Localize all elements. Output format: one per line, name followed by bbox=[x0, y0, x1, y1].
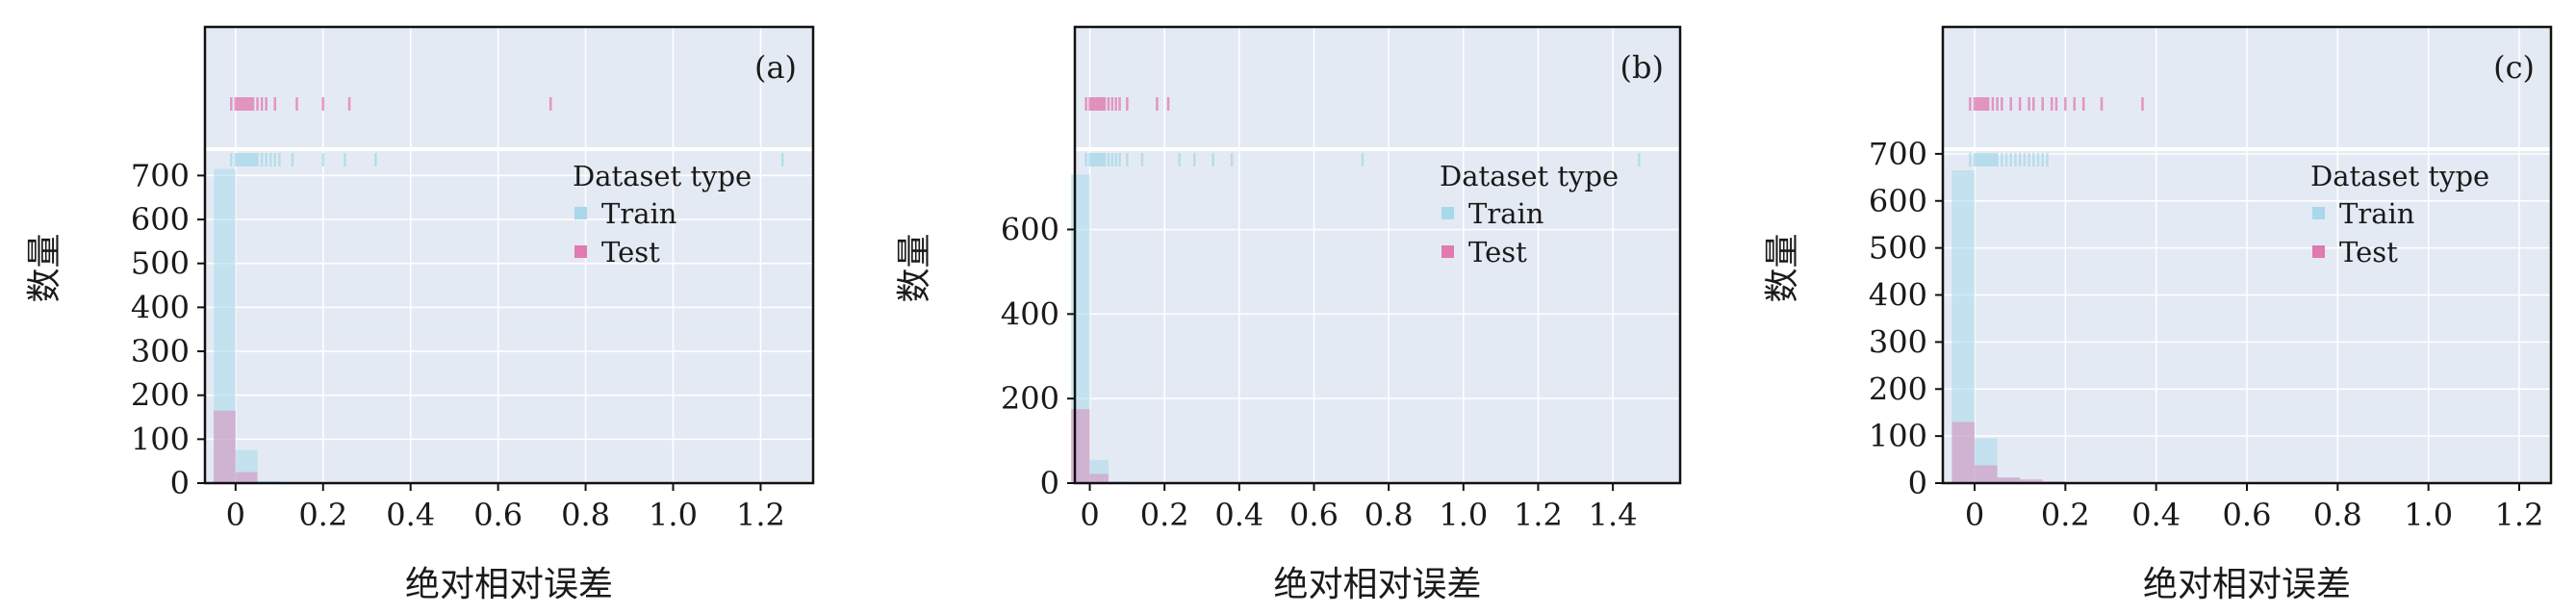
x-tick-label: 0.6 bbox=[2223, 497, 2272, 533]
y-tick-label: 300 bbox=[131, 333, 190, 370]
x-tick-label: 1.2 bbox=[1514, 497, 1563, 533]
histogram-bar-train bbox=[235, 449, 258, 483]
legend-swatch-train bbox=[574, 207, 587, 219]
x-tick-label: 0.8 bbox=[2313, 497, 2362, 533]
plot-background bbox=[205, 149, 813, 483]
histogram-bar-test bbox=[1089, 473, 1109, 483]
panel-label: (a) bbox=[754, 49, 797, 86]
chart-panel: 0 0.2 0.4 0.6 0.8 1.0 1.2 0 100 200 300 400 500 600 70… bbox=[25, 25, 815, 604]
histogram-bar-test bbox=[1997, 477, 2021, 483]
panel-frame bbox=[1073, 25, 1682, 485]
x-tick-label: 1.0 bbox=[649, 497, 698, 533]
y-tick-label: 200 bbox=[1869, 371, 1927, 407]
y-tick-label: 500 bbox=[1869, 230, 1927, 267]
x-tick-label: 0.4 bbox=[2131, 497, 2181, 533]
y-tick-label: 300 bbox=[1869, 323, 1927, 360]
y-tick-label: 100 bbox=[131, 421, 190, 457]
legend-swatch-test bbox=[574, 245, 587, 258]
y-tick-label: 200 bbox=[131, 377, 190, 414]
legend-label-test: Test bbox=[2339, 236, 2398, 269]
x-tick-label: 0.2 bbox=[1140, 497, 1189, 533]
histogram-bar-test bbox=[214, 410, 236, 483]
x-tick-label: 0 bbox=[226, 497, 245, 533]
x-axis-title: 绝对相对误差 bbox=[2143, 565, 2351, 604]
y-tick-label: 0 bbox=[170, 465, 190, 501]
y-tick-label: 100 bbox=[1869, 418, 1927, 454]
chart-panel: 0 0.2 0.4 0.6 0.8 1.0 1.2 1.4 0 200 400 600 绝对相对误差 数量… bbox=[895, 25, 1682, 604]
y-tick-label: 600 bbox=[131, 201, 190, 238]
y-tick-label: 0 bbox=[1040, 465, 1059, 501]
legend-swatch-train bbox=[2312, 207, 2325, 219]
x-tick-label: 0 bbox=[1080, 497, 1099, 533]
histogram-bar-train bbox=[1089, 459, 1109, 483]
y-tick-label: 400 bbox=[1869, 277, 1927, 314]
y-tick-label: 700 bbox=[1869, 136, 1927, 172]
chart-panel: 0 0.2 0.4 0.6 0.8 1.0 1.2 0 100 200 300 400 500 600 70… bbox=[1763, 25, 2553, 604]
x-tick-label: 0.2 bbox=[298, 497, 347, 533]
x-tick-label: 1.2 bbox=[2495, 497, 2544, 533]
x-tick-label: 1.4 bbox=[1589, 497, 1638, 533]
histogram-bar-test bbox=[1975, 465, 1998, 483]
histogram-bar-train bbox=[214, 168, 236, 483]
x-tick-label: 0.4 bbox=[1214, 497, 1263, 533]
y-tick-label: 400 bbox=[1001, 295, 1059, 332]
panel-frame bbox=[203, 25, 815, 485]
y-tick-label: 0 bbox=[1908, 465, 1927, 501]
y-axis-title: 数量 bbox=[1763, 233, 1802, 302]
x-axis-title: 绝对相对误差 bbox=[405, 565, 613, 604]
x-tick-label: 1.0 bbox=[2404, 497, 2453, 533]
x-tick-label: 0.8 bbox=[561, 497, 610, 533]
x-tick-label: 1.2 bbox=[736, 497, 785, 533]
y-tick-label: 600 bbox=[1869, 183, 1927, 219]
legend-title: Dataset type bbox=[573, 160, 752, 192]
y-tick-label: 700 bbox=[131, 157, 190, 193]
histogram-bar-test bbox=[2020, 479, 2043, 483]
rug-background bbox=[205, 27, 813, 149]
y-tick-label: 200 bbox=[1001, 380, 1059, 417]
y-tick-label: 400 bbox=[131, 289, 190, 325]
histogram-bar-test bbox=[235, 472, 258, 483]
legend-label-train: Train bbox=[601, 197, 676, 230]
histogram-bar-test bbox=[1951, 422, 1976, 483]
x-tick-label: 0.6 bbox=[1289, 497, 1339, 533]
legend-label-train: Train bbox=[2339, 197, 2414, 230]
panel-label: (b) bbox=[1620, 49, 1664, 86]
legend-swatch-test bbox=[1441, 245, 1454, 258]
x-tick-label: 1.0 bbox=[1439, 497, 1488, 533]
legend-swatch-test bbox=[2312, 245, 2325, 258]
legend-label-test: Test bbox=[601, 236, 660, 269]
x-tick-label: 0.4 bbox=[386, 497, 435, 533]
histogram-bar-train bbox=[1951, 169, 1976, 483]
legend-label-test: Test bbox=[1468, 236, 1527, 269]
panel-label: (c) bbox=[2493, 49, 2535, 86]
x-tick-label: 0.2 bbox=[2041, 497, 2090, 533]
legend-label-train: Train bbox=[1468, 197, 1543, 230]
rug-background bbox=[1075, 27, 1680, 149]
x-axis-title: 绝对相对误差 bbox=[1273, 565, 1481, 604]
y-axis-title: 数量 bbox=[895, 233, 934, 302]
legend-title: Dataset type bbox=[1440, 160, 1619, 192]
histogram-bar-train bbox=[1997, 477, 2021, 483]
x-tick-label: 0.8 bbox=[1365, 497, 1414, 533]
y-tick-label: 600 bbox=[1001, 211, 1059, 247]
x-tick-label: 0 bbox=[1965, 497, 1984, 533]
plot-background bbox=[1075, 149, 1680, 483]
histogram-bar-train bbox=[1975, 438, 1998, 483]
x-tick-label: 0.6 bbox=[473, 497, 523, 533]
y-tick-label: 500 bbox=[131, 245, 190, 282]
legend-swatch-train bbox=[1441, 207, 1454, 219]
y-axis-title: 数量 bbox=[25, 233, 64, 302]
legend-title: Dataset type bbox=[2310, 160, 2489, 192]
